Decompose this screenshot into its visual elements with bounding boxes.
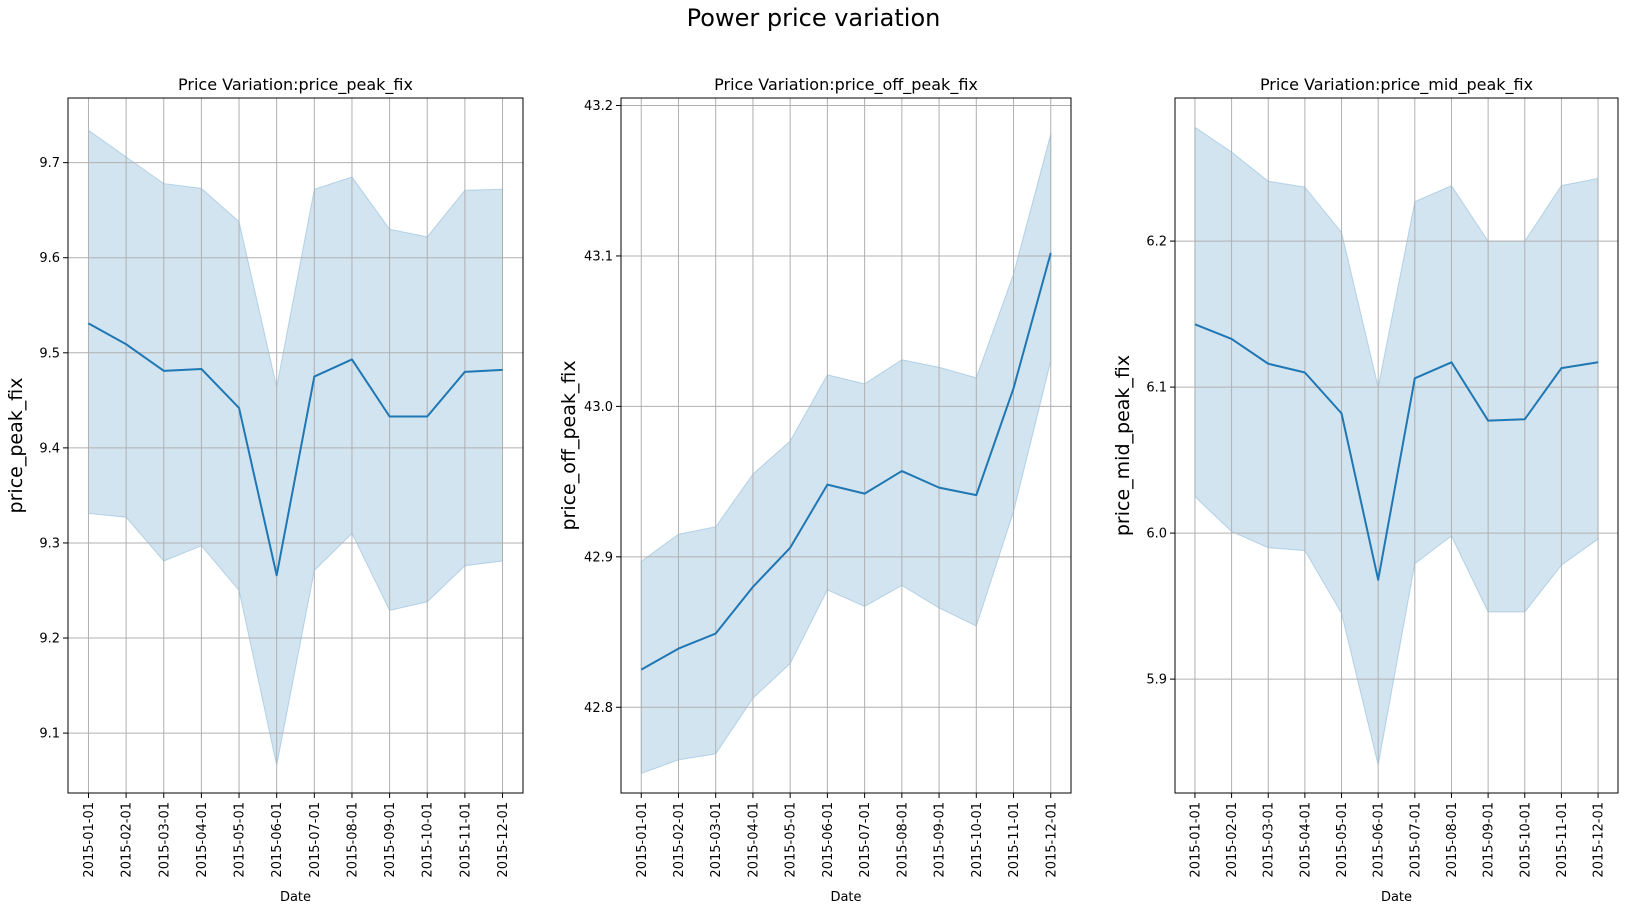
y-tick-label: 9.5 (39, 346, 60, 361)
x-tick-label: 2015-10-01 (1518, 802, 1533, 878)
y-tick-label: 6.2 (1146, 235, 1167, 250)
y-axis-label: price_peak_fix (5, 378, 27, 514)
x-tick-label: 2015-01-01 (82, 802, 97, 878)
x-tick-label: 2015-08-01 (1445, 802, 1460, 878)
y-tick-label: 9.2 (39, 632, 60, 647)
y-axis-label: price_mid_peak_fix (1112, 355, 1134, 536)
x-tick-label: 2015-04-01 (746, 802, 761, 878)
x-tick-label: 2015-07-01 (858, 802, 873, 878)
x-tick-label: 2015-11-01 (1007, 802, 1022, 878)
series-line (640, 252, 1052, 671)
x-tick-label: 2015-11-01 (1555, 802, 1570, 878)
x-tick-label: 2015-12-01 (1592, 802, 1607, 878)
figure-title: Power price variation (686, 4, 941, 32)
x-axis-label: Date (830, 890, 861, 905)
x-tick-label: 2015-04-01 (195, 802, 210, 878)
x-tick-label: 2015-09-01 (933, 802, 948, 878)
y-tick-label: 43.1 (584, 249, 613, 264)
x-tick-label: 2015-03-01 (1262, 802, 1277, 878)
y-tick-label: 6.1 (1146, 381, 1167, 396)
y-tick-label: 6.0 (1146, 527, 1167, 542)
y-axis-label: price_off_peak_fix (558, 360, 580, 530)
x-tick-label: 2015-07-01 (1408, 802, 1423, 878)
axes-frame (1174, 97, 1619, 794)
x-tick-label: 2015-12-01 (496, 802, 511, 878)
x-tick-label: 2015-02-01 (1225, 802, 1240, 878)
x-tick-label: 2015-06-01 (270, 802, 285, 878)
x-tick-label: 2015-02-01 (120, 802, 135, 878)
subplot-title: Price Variation:price_mid_peak_fix (1260, 75, 1533, 95)
subplot-3: 5.9 6.0 6.1 6.2 2015-01-01 2015-02-01 2015-03-… (1112, 75, 1619, 905)
x-tick-label: 2015-06-01 (1372, 802, 1387, 878)
x-tick-label: 2015-10-01 (421, 802, 436, 878)
x-tick-label: 2015-11-01 (458, 802, 473, 878)
x-tick-label: 2015-03-01 (157, 802, 172, 878)
axes-frame (67, 97, 524, 794)
x-tick-label: 2015-01-01 (1188, 802, 1203, 878)
x-tick-label: 2015-09-01 (1482, 802, 1497, 878)
x-tick-label: 2015-05-01 (1335, 802, 1350, 878)
x-tick-label: 2015-08-01 (895, 802, 910, 878)
y-tick-label: 42.9 (584, 550, 613, 565)
subplot-title: Price Variation:price_off_peak_fix (714, 75, 978, 95)
series-line (1194, 323, 1599, 581)
x-axis-label: Date (280, 890, 311, 905)
y-tick-label: 9.1 (39, 727, 60, 742)
y-tick-label: 42.8 (584, 701, 613, 716)
x-tick-label: 2015-05-01 (784, 802, 799, 878)
series-line (87, 322, 503, 577)
x-tick-label: 2015-08-01 (345, 802, 360, 878)
y-tick-label: 9.3 (39, 536, 60, 551)
x-tick-label: 2015-03-01 (709, 802, 724, 878)
x-tick-label: 2015-06-01 (821, 802, 836, 878)
x-tick-label: 2015-05-01 (233, 802, 248, 878)
subplot-2: 42.8 42.9 43.0 43.1 43.2 2015-01-01 2015-02-01… (558, 75, 1072, 905)
y-tick-label: 9.7 (39, 156, 60, 171)
x-tick-label: 2015-01-01 (635, 802, 650, 878)
x-tick-label: 2015-09-01 (383, 802, 398, 878)
x-tick-label: 2015-02-01 (672, 802, 687, 878)
axes-frame (620, 97, 1072, 794)
confidence-band (640, 133, 1052, 775)
x-tick-label: 2015-07-01 (308, 802, 323, 878)
y-tick-label: 9.4 (39, 441, 60, 456)
y-tick-label: 9.6 (39, 251, 60, 266)
subplot-1: 9.1 9.2 9.3 9.4 9.5 9.6 9.7 2015-01-01 2015-02-0… (5, 75, 524, 905)
confidence-band (1194, 126, 1599, 766)
x-tick-label: 2015-10-01 (970, 802, 985, 878)
x-axis-label: Date (1381, 890, 1412, 905)
y-tick-label: 43.0 (584, 400, 613, 415)
y-tick-label: 5.9 (1146, 673, 1167, 688)
y-tick-label: 43.2 (584, 99, 613, 114)
x-tick-label: 2015-12-01 (1044, 802, 1059, 878)
subplot-title: Price Variation:price_peak_fix (178, 75, 413, 95)
x-tick-label: 2015-04-01 (1298, 802, 1313, 878)
